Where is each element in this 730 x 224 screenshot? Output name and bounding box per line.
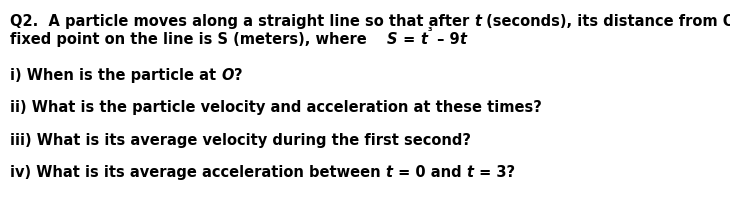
Text: iii) What is its average velocity during the first second?: iii) What is its average velocity during…	[10, 133, 471, 148]
Text: i) When is the particle at: i) When is the particle at	[10, 68, 221, 83]
Text: Q2.  A particle moves along a straight line so that after: Q2. A particle moves along a straight li…	[10, 14, 475, 29]
Text: ii) What is the particle velocity and acceleration at these times?: ii) What is the particle velocity and ac…	[10, 100, 542, 115]
Text: ³: ³	[427, 27, 431, 37]
Text: – 9: – 9	[431, 32, 459, 47]
Text: t: t	[385, 165, 393, 180]
Text: fixed point on the line is S (meters), where: fixed point on the line is S (meters), w…	[10, 32, 387, 47]
Text: ?: ?	[234, 68, 242, 83]
Text: t: t	[459, 32, 466, 47]
Text: = 3?: = 3?	[474, 165, 515, 180]
Text: O: O	[221, 68, 234, 83]
Text: S: S	[387, 32, 398, 47]
Text: iv) What is its average acceleration between: iv) What is its average acceleration bet…	[10, 165, 385, 180]
Text: t: t	[474, 14, 481, 29]
Text: = 0 and: = 0 and	[393, 165, 466, 180]
Text: t: t	[420, 32, 427, 47]
Text: (seconds), its distance from O a: (seconds), its distance from O a	[481, 14, 730, 29]
Text: t: t	[466, 165, 474, 180]
Text: =: =	[398, 32, 420, 47]
